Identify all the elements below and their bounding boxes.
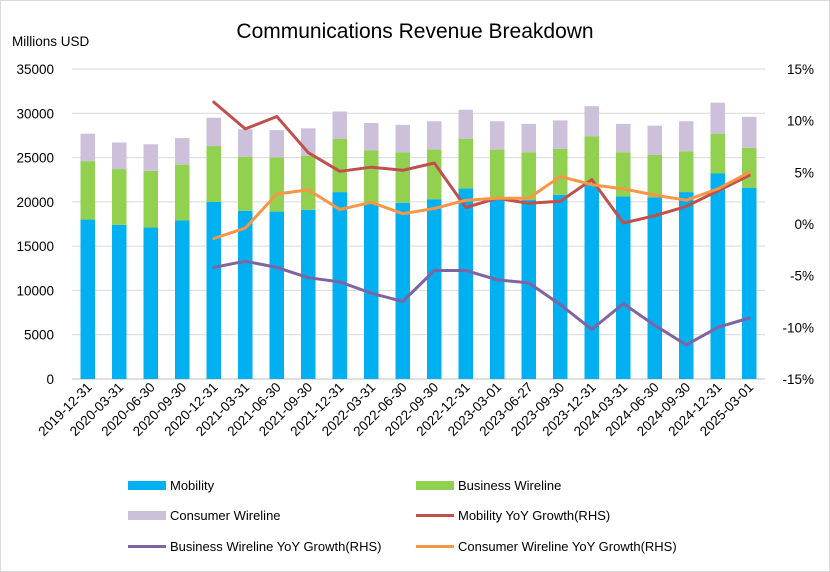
bar-consumer-wireline [364, 123, 379, 151]
line-business-wireline-yoy-growth-rhs- [212, 259, 751, 347]
line-mobility-yoy-growth-rhs- [212, 100, 751, 225]
bar-mobility [679, 192, 694, 379]
bar-mobility [269, 211, 284, 379]
y-tick-label: 25000 [16, 151, 54, 166]
bar-mobility [175, 220, 190, 379]
y2-tick-label: 5% [794, 165, 814, 180]
bar-business-wireline [301, 155, 316, 210]
bar-mobility [80, 219, 95, 379]
bar-business-wireline [710, 133, 725, 174]
y-tick-label: 5000 [24, 328, 54, 343]
bar-business-wireline [679, 151, 694, 193]
bar-consumer-wireline [584, 106, 599, 137]
bar-business-wireline [238, 156, 253, 211]
bar-business-wireline [269, 157, 284, 212]
bar-consumer-wireline [238, 129, 253, 157]
bar-mobility [364, 202, 379, 379]
bar-mobility [521, 200, 536, 379]
y2-tick-label: 0% [794, 217, 814, 232]
bar-mobility [332, 192, 347, 379]
bar-mobility [553, 194, 568, 379]
bar-consumer-wireline [427, 121, 442, 150]
bar-mobility [616, 196, 631, 379]
bar-mobility [584, 184, 599, 379]
bars [80, 102, 757, 379]
bar-business-wireline [112, 169, 127, 225]
bar-business-wireline [553, 148, 568, 195]
bar-consumer-wireline [679, 121, 694, 152]
y-tick-label: 0 [46, 372, 54, 387]
bar-business-wireline [584, 136, 599, 185]
x-axis-ticks: 2019-12-312020-03-312020-06-302020-09-30… [35, 380, 756, 439]
bar-mobility [301, 209, 316, 379]
bar-consumer-wireline [143, 144, 158, 171]
bar-business-wireline [332, 138, 347, 193]
bar-business-wireline [490, 149, 505, 199]
bar-business-wireline [80, 161, 95, 220]
bar-mobility [490, 198, 505, 379]
y-tick-label: 30000 [16, 106, 54, 121]
bar-business-wireline [647, 154, 662, 198]
y2-tick-label: 15% [787, 62, 814, 77]
y2-tick-label: -15% [782, 372, 814, 387]
bar-mobility [238, 210, 253, 379]
y2-tick-label: -5% [790, 269, 814, 284]
y2-tick-label: 10% [787, 114, 814, 129]
bar-mobility [112, 224, 127, 379]
bar-mobility [458, 188, 473, 379]
chart-title: Communications Revenue Breakdown [236, 20, 593, 43]
right-axis-ticks: -15% -10% -5% 0% 5% 10% 15% [782, 62, 814, 387]
bar-business-wireline [742, 147, 757, 188]
bar-business-wireline [175, 164, 190, 221]
bar-consumer-wireline [553, 120, 568, 149]
bar-consumer-wireline [521, 123, 536, 153]
line-consumer-wireline-yoy-growth-rhs- [212, 170, 751, 240]
bar-consumer-wireline [458, 109, 473, 139]
bar-mobility [395, 202, 410, 379]
bar-business-wireline [616, 152, 631, 197]
bar-mobility [143, 227, 158, 379]
bar-mobility [710, 173, 725, 379]
y2-tick-label: -10% [782, 320, 814, 335]
bar-consumer-wireline [112, 142, 127, 170]
bar-consumer-wireline [269, 130, 284, 158]
bar-mobility [206, 201, 221, 379]
bar-consumer-wireline [395, 124, 410, 153]
bar-business-wireline [206, 146, 221, 202]
bar-mobility [647, 197, 662, 379]
bar-consumer-wireline [647, 125, 662, 155]
left-axis-ticks: 0 5000 10000 15000 20000 25000 30000 35000 [16, 62, 54, 387]
bar-consumer-wireline [206, 117, 221, 147]
bar-consumer-wireline [742, 116, 757, 148]
bar-business-wireline [143, 170, 158, 228]
bar-business-wireline [395, 152, 410, 203]
bar-consumer-wireline [175, 138, 190, 165]
bar-consumer-wireline [80, 133, 95, 162]
bar-consumer-wireline [332, 111, 347, 139]
bar-consumer-wireline [710, 102, 725, 134]
y-tick-label: 20000 [16, 195, 54, 210]
bar-mobility [427, 199, 442, 379]
y-tick-label: 15000 [16, 239, 54, 254]
bar-business-wireline [521, 152, 536, 201]
bar-mobility [742, 187, 757, 379]
bar-business-wireline [427, 149, 442, 200]
y-tick-label: 35000 [16, 62, 54, 77]
y-tick-label: 10000 [16, 283, 54, 298]
growth-lines [212, 100, 751, 347]
y-axis-label: Millions USD [12, 34, 90, 49]
bar-business-wireline [364, 150, 379, 203]
bar-business-wireline [458, 138, 473, 189]
bar-consumer-wireline [490, 121, 505, 150]
bar-consumer-wireline [616, 123, 631, 153]
